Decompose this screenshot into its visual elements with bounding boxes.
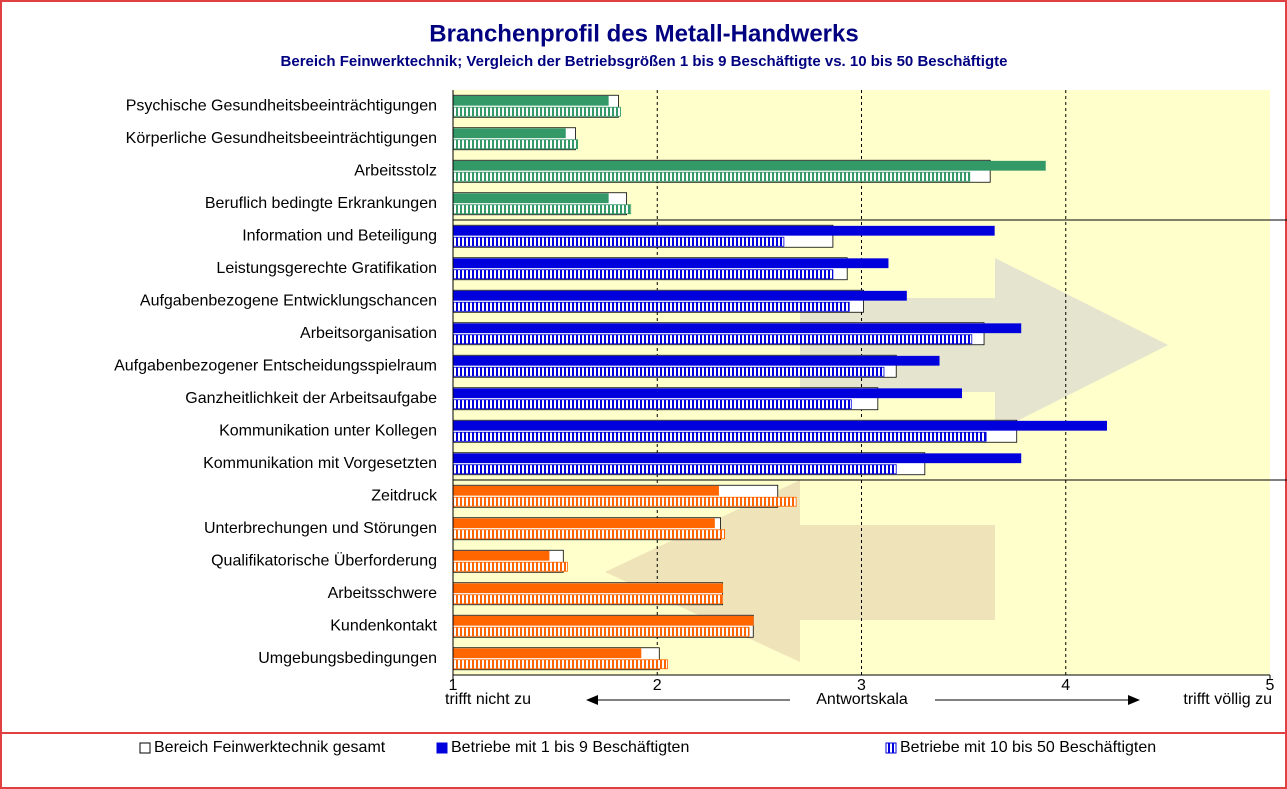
bar xyxy=(452,323,1022,334)
y-tick-label: Aufgabenbezogener Entscheidungsspielraum xyxy=(114,357,437,374)
y-tick-label: Qualifikatorische Überforderung xyxy=(211,551,437,569)
legend-swatch xyxy=(139,742,151,754)
y-tick-label: Leistungsgerechte Gratifikation xyxy=(216,260,437,277)
bar xyxy=(452,529,726,540)
y-tick-label: Aufgabenbezogene Entwicklungschancen xyxy=(140,292,437,309)
bar xyxy=(452,301,850,312)
legend-label: Betriebe mit 1 bis 9 Beschäftigten xyxy=(451,739,689,756)
y-tick-label: Zeitdruck xyxy=(371,487,438,504)
y-tick-label: Kommunikation mit Vorgesetzten xyxy=(203,455,437,472)
bar xyxy=(452,453,1022,464)
y-tick-label: Beruflich bedingte Erkrankungen xyxy=(205,195,437,212)
bar xyxy=(452,128,566,139)
y-tick-label: Körperliche Gesundheitsbeeinträchtigunge… xyxy=(126,130,437,147)
bar xyxy=(452,106,621,117)
bar xyxy=(452,355,940,366)
bar xyxy=(452,193,609,204)
y-tick-label: Arbeitsschwere xyxy=(328,585,437,602)
bar xyxy=(452,485,719,496)
bar xyxy=(452,225,995,236)
y-tick-label: Kundenkontakt xyxy=(330,617,437,634)
legend-label: Betriebe mit 10 bis 50 Beschäftigten xyxy=(900,739,1156,756)
y-tick-label: Psychische Gesundheitsbeeinträchtigungen xyxy=(126,97,437,114)
bar xyxy=(452,615,754,626)
axis-arrow-head xyxy=(1128,695,1140,705)
bar xyxy=(452,550,550,561)
bar xyxy=(452,496,797,507)
x-tick-label: 1 xyxy=(449,677,458,694)
y-tick-label: Unterbrechungen und Störungen xyxy=(204,520,437,537)
bar xyxy=(452,334,973,345)
axis-annotation: Antwortskala xyxy=(816,691,908,708)
y-tick-label: Information und Beteiligung xyxy=(242,227,437,244)
bar xyxy=(452,420,1107,431)
bar xyxy=(452,366,885,377)
x-tick-label: 4 xyxy=(1061,677,1070,694)
legend-swatch xyxy=(436,742,448,754)
bar xyxy=(452,139,578,150)
y-tick-label: Arbeitsstolz xyxy=(354,162,437,179)
axis-annotation: trifft völlig zu xyxy=(1183,691,1272,708)
legend-swatch xyxy=(885,742,897,754)
y-tick-label: Umgebungsbedingungen xyxy=(258,650,437,667)
chart-title: Branchenprofil des Metall-Handwerks xyxy=(429,20,858,47)
bar xyxy=(452,561,568,572)
legend-label: Bereich Feinwerktechnik gesamt xyxy=(154,739,386,756)
bar xyxy=(452,236,785,247)
bar xyxy=(452,160,1046,171)
y-tick-label: Ganzheitlichkeit der Arbeitsaufgabe xyxy=(185,390,437,407)
bar xyxy=(452,399,852,410)
x-tick-label: 3 xyxy=(857,677,866,694)
bar xyxy=(452,431,987,442)
bar xyxy=(452,648,642,659)
bar xyxy=(452,464,897,475)
y-tick-label: Arbeitsorganisation xyxy=(300,325,437,342)
x-tick-label: 5 xyxy=(1266,677,1275,694)
bar xyxy=(452,518,715,529)
bar xyxy=(452,171,971,182)
bar xyxy=(452,269,834,280)
bar xyxy=(452,204,632,215)
bar xyxy=(452,290,907,301)
bar xyxy=(452,583,724,594)
axis-arrow-head xyxy=(586,695,598,705)
bar xyxy=(452,659,668,670)
bar xyxy=(452,388,962,399)
bar xyxy=(452,594,724,605)
axis-annotation: trifft nicht zu xyxy=(445,691,531,708)
chart-subtitle: Bereich Feinwerktechnik; Vergleich der B… xyxy=(281,53,1008,70)
y-tick-label: Kommunikation unter Kollegen xyxy=(219,422,437,439)
x-tick-label: 2 xyxy=(653,677,662,694)
bar xyxy=(452,258,889,269)
bar xyxy=(452,95,609,106)
bar xyxy=(452,626,750,637)
